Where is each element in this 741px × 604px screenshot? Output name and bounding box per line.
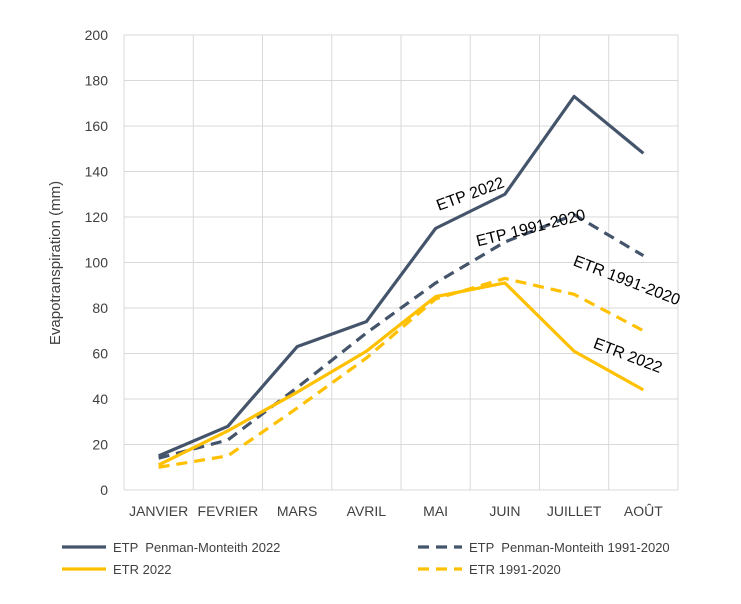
x-tick-label: MAI xyxy=(423,503,448,519)
annotation-label: ETP 1991-2020 xyxy=(475,207,588,251)
y-tick-label: 80 xyxy=(92,300,108,316)
legend-label: ETR 2022 xyxy=(113,562,172,577)
y-axis: 0 20 40 60 80 100 120 140 160 180 200 xyxy=(85,27,109,498)
legend-label: ETP Penman-Monteith 1991-2020 xyxy=(469,540,670,555)
x-tick-label: AVRIL xyxy=(347,503,387,519)
y-tick-label: 20 xyxy=(92,437,108,453)
x-axis: JANVIER FEVRIER MARS AVRIL MAI JUIN JUILLET AOÛ… xyxy=(129,503,663,519)
series-line-1 xyxy=(157,94,645,458)
x-tick-label: MARS xyxy=(277,503,317,519)
legend-item: ETR 2022 xyxy=(62,562,172,577)
y-axis-title: Evapotranspiration (mm) xyxy=(47,181,64,345)
series-line-2 xyxy=(158,213,645,460)
annotation-label: ETR 2022 xyxy=(591,335,664,377)
legend-label: ETP Penman-Monteith 2022 xyxy=(113,540,280,555)
legend-label: ETR 1991-2020 xyxy=(469,562,561,577)
y-tick-label: 120 xyxy=(85,209,109,225)
y-tick-label: 60 xyxy=(92,346,108,362)
y-tick-label: 200 xyxy=(85,27,109,43)
x-tick-label: JUIN xyxy=(489,503,520,519)
legend: ETP Penman-Monteith 2022 ETP Penman-Monte… xyxy=(62,540,670,577)
legend-item: ETP Penman-Monteith 1991-2020 xyxy=(418,540,670,555)
x-tick-label: JUILLET xyxy=(547,503,602,519)
x-tick-label: AOÛT xyxy=(624,503,663,519)
x-tick-label: FEVRIER xyxy=(198,503,259,519)
y-tick-label: 40 xyxy=(92,391,108,407)
x-tick-label: JANVIER xyxy=(129,503,188,519)
legend-item: ETP Penman-Monteith 2022 xyxy=(62,540,280,555)
y-tick-label: 160 xyxy=(85,118,109,134)
legend-item: ETR 1991-2020 xyxy=(418,562,561,577)
series-lines xyxy=(157,94,645,469)
y-tick-label: 0 xyxy=(100,482,108,498)
y-tick-label: 140 xyxy=(85,164,109,180)
series-line-3 xyxy=(157,281,645,467)
y-tick-label: 100 xyxy=(85,255,109,271)
y-tick-label: 180 xyxy=(85,73,109,89)
